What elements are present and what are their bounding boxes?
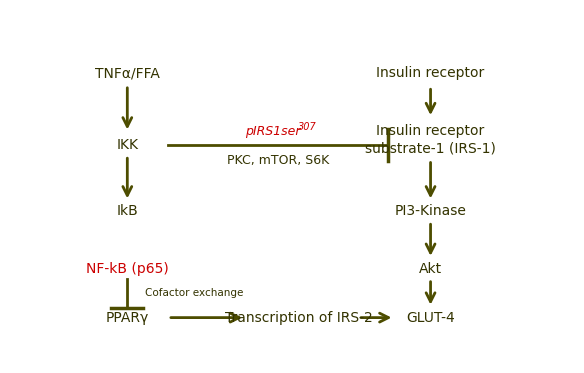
Text: IkB: IkB [116, 204, 138, 218]
Text: IKK: IKK [116, 138, 138, 152]
Text: pIRS1ser: pIRS1ser [245, 125, 301, 138]
Text: TNFα/FFA: TNFα/FFA [95, 66, 160, 81]
Text: NF-kB (p65): NF-kB (p65) [86, 262, 169, 276]
Text: PKC, mTOR, S6K: PKC, mTOR, S6K [227, 154, 329, 167]
Text: PPARγ: PPARγ [106, 311, 149, 325]
Text: PI3-Kinase: PI3-Kinase [395, 204, 467, 218]
Text: Transcription of IRS-2: Transcription of IRS-2 [225, 311, 373, 325]
Text: 307: 307 [298, 122, 317, 132]
Text: Insulin receptor
substrate-1 (IRS-1): Insulin receptor substrate-1 (IRS-1) [365, 124, 496, 155]
Text: GLUT-4: GLUT-4 [406, 311, 455, 325]
Text: Akt: Akt [419, 262, 442, 276]
Text: Cofactor exchange: Cofactor exchange [145, 288, 244, 298]
Text: Insulin receptor: Insulin receptor [377, 66, 485, 81]
